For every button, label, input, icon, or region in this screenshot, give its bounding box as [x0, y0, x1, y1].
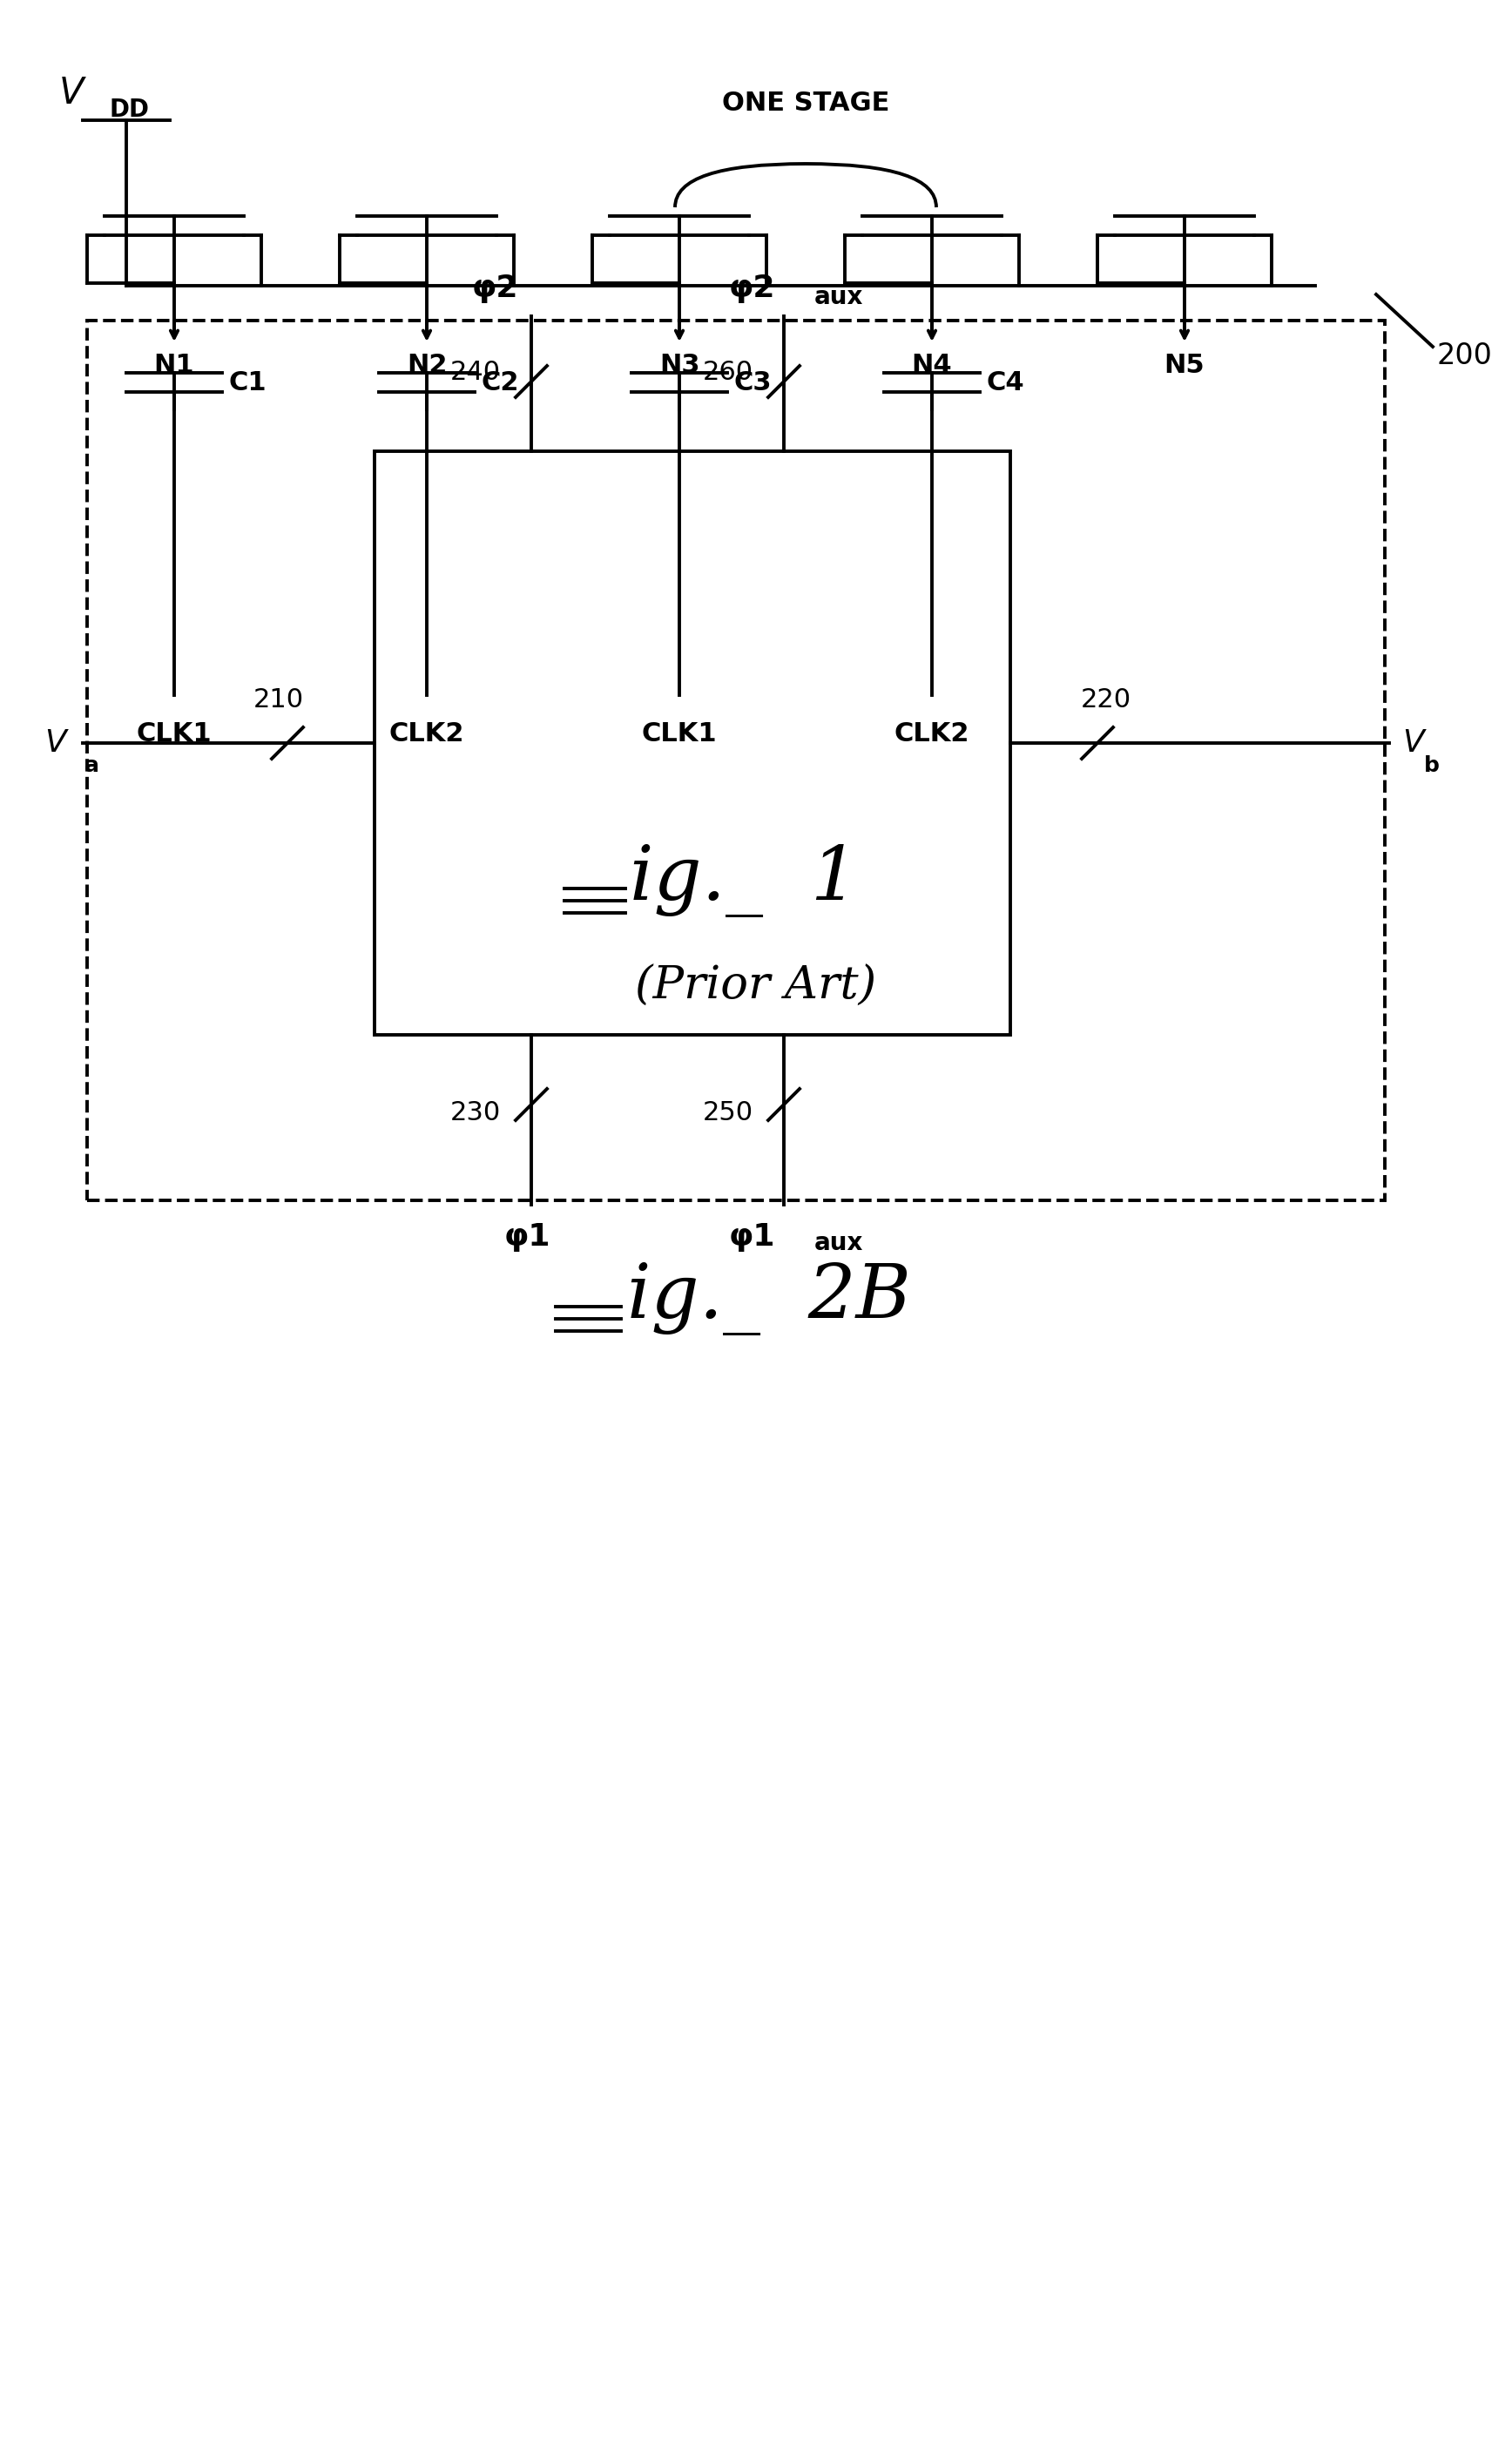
Text: aux: aux: [815, 1230, 863, 1255]
Text: 200: 200: [1436, 340, 1492, 369]
Text: N3: N3: [659, 352, 700, 379]
Text: φ2: φ2: [729, 274, 776, 303]
Text: 220: 220: [1081, 687, 1131, 712]
Text: C1: C1: [228, 369, 268, 396]
Text: $V$: $V$: [1402, 729, 1427, 758]
Text: N2: N2: [407, 352, 448, 379]
Bar: [375, 450, 1010, 1035]
Text: CLK2: CLK2: [389, 722, 464, 746]
Text: (Prior Art): (Prior Art): [635, 964, 877, 1008]
Text: CLK1: CLK1: [136, 722, 212, 746]
Text: DD: DD: [109, 98, 150, 122]
Text: CLK2: CLK2: [894, 722, 969, 746]
Text: ig._  2B: ig._ 2B: [627, 1262, 910, 1336]
Text: N5: N5: [1164, 352, 1205, 379]
Text: C4: C4: [987, 369, 1025, 396]
Text: 250: 250: [703, 1101, 753, 1125]
Text: CLK1: CLK1: [641, 722, 717, 746]
Text: N4: N4: [912, 352, 953, 379]
Text: φ1: φ1: [729, 1223, 776, 1252]
Text: 260: 260: [703, 360, 753, 386]
Text: C3: C3: [735, 369, 773, 396]
Text: b: b: [1424, 756, 1439, 775]
Text: a: a: [85, 756, 100, 775]
Text: $V$: $V$: [59, 76, 88, 113]
Text: 230: 230: [451, 1101, 500, 1125]
Text: ONE STAGE: ONE STAGE: [721, 91, 889, 115]
Text: φ2: φ2: [472, 274, 519, 303]
Text: ig._  1: ig._ 1: [629, 844, 859, 917]
Bar: [88, 320, 1385, 1201]
Text: 210: 210: [254, 687, 304, 712]
Text: 240: 240: [451, 360, 500, 386]
Text: $V$: $V$: [44, 729, 70, 758]
Text: aux: aux: [815, 284, 863, 308]
Text: N1: N1: [154, 352, 195, 379]
Text: C2: C2: [482, 369, 520, 396]
Text: φ1: φ1: [503, 1223, 550, 1252]
